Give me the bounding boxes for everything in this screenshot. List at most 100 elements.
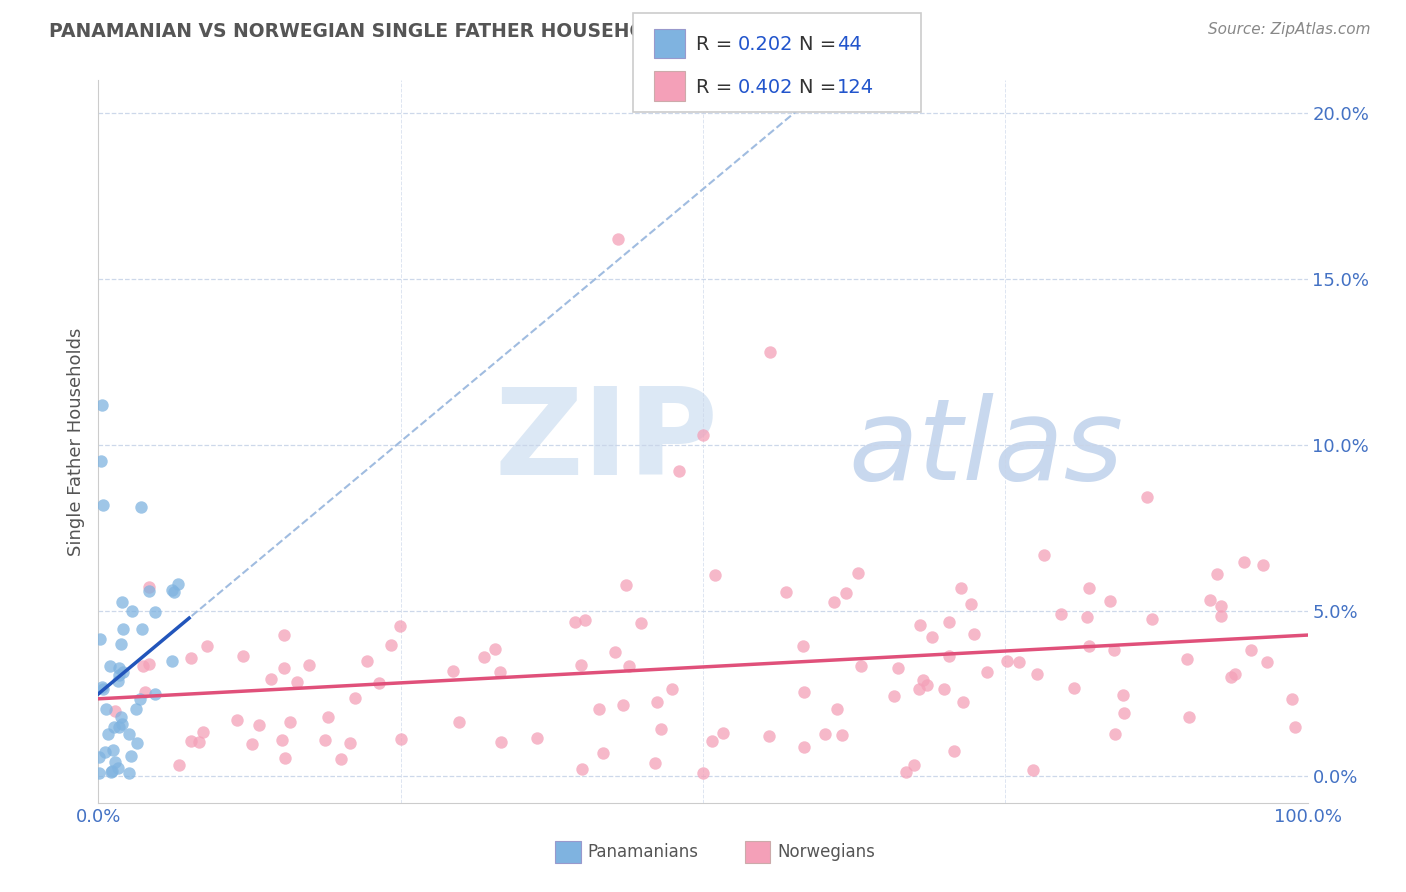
Point xyxy=(107,673,129,688)
Point xyxy=(240,737,263,751)
Text: Source: ZipAtlas.com: Source: ZipAtlas.com xyxy=(1208,22,1371,37)
Point xyxy=(160,654,183,668)
Point xyxy=(831,729,853,743)
Point xyxy=(484,642,506,657)
Point xyxy=(1220,670,1243,684)
Point xyxy=(564,615,586,630)
Point xyxy=(285,674,308,689)
Point xyxy=(108,667,131,681)
Text: 0.402: 0.402 xyxy=(738,78,793,97)
Point xyxy=(903,758,925,772)
Point xyxy=(846,566,869,581)
Point xyxy=(388,619,411,633)
Point xyxy=(103,743,125,757)
Point xyxy=(814,727,837,741)
Point xyxy=(823,594,845,608)
Point xyxy=(834,585,856,599)
Point xyxy=(380,638,402,652)
Point xyxy=(1112,688,1135,702)
Point xyxy=(107,762,129,776)
Point xyxy=(995,654,1018,668)
Point xyxy=(1251,558,1274,573)
Point xyxy=(134,685,156,699)
Point xyxy=(90,680,112,694)
Point xyxy=(942,744,965,758)
Point xyxy=(103,720,125,734)
Point xyxy=(1233,555,1256,569)
Point xyxy=(1049,607,1071,622)
Point xyxy=(118,726,141,740)
Text: N =: N = xyxy=(799,78,842,97)
Point xyxy=(167,758,190,772)
Point xyxy=(339,736,361,750)
Point xyxy=(775,585,797,599)
Point xyxy=(125,736,148,750)
Point xyxy=(952,695,974,709)
Point xyxy=(160,582,183,597)
Point xyxy=(703,568,725,582)
Point xyxy=(143,687,166,701)
Point xyxy=(603,645,626,659)
Point xyxy=(87,766,110,780)
Point xyxy=(488,665,510,680)
Point xyxy=(692,766,714,780)
Point xyxy=(963,627,986,641)
Point xyxy=(91,682,114,697)
Point xyxy=(1284,720,1306,734)
Point xyxy=(188,734,211,748)
Point xyxy=(110,710,132,724)
Text: ZIP: ZIP xyxy=(495,383,718,500)
Point xyxy=(526,731,548,745)
Point xyxy=(1199,593,1222,607)
Point xyxy=(976,665,998,679)
Point xyxy=(131,658,153,673)
Point xyxy=(1175,652,1198,666)
Point xyxy=(588,701,610,715)
Point xyxy=(191,725,214,739)
Point xyxy=(389,731,412,746)
Point xyxy=(883,690,905,704)
Point xyxy=(110,637,132,651)
Point xyxy=(1078,581,1101,595)
Point xyxy=(887,661,910,675)
Point xyxy=(1104,727,1126,741)
Point xyxy=(314,732,336,747)
Point xyxy=(138,583,160,598)
Point xyxy=(1112,706,1135,720)
Point xyxy=(138,580,160,594)
Point xyxy=(1026,667,1049,681)
Point xyxy=(1102,643,1125,657)
Point xyxy=(180,734,202,748)
Point xyxy=(1007,655,1029,669)
Point xyxy=(1178,710,1201,724)
Point xyxy=(225,713,247,727)
Point xyxy=(111,622,134,636)
Point xyxy=(574,614,596,628)
Point xyxy=(87,750,110,764)
Point xyxy=(138,657,160,672)
Point xyxy=(1209,608,1232,623)
Point xyxy=(112,665,135,680)
Point xyxy=(1021,763,1043,777)
Point xyxy=(571,762,593,776)
Point xyxy=(491,735,513,749)
Point xyxy=(1076,610,1098,624)
Text: R =: R = xyxy=(696,78,738,97)
Point xyxy=(93,498,115,512)
Point xyxy=(330,752,353,766)
Point xyxy=(97,727,120,741)
Point xyxy=(232,649,254,664)
Text: 124: 124 xyxy=(837,78,873,97)
Y-axis label: Single Father Households: Single Father Households xyxy=(66,327,84,556)
Text: atlas: atlas xyxy=(848,393,1123,504)
Point xyxy=(960,598,983,612)
Point xyxy=(700,734,723,748)
Point xyxy=(645,695,668,709)
Point xyxy=(143,605,166,619)
Point xyxy=(195,639,218,653)
Point xyxy=(1136,490,1159,504)
Point xyxy=(118,765,141,780)
Point xyxy=(592,747,614,761)
Point xyxy=(104,704,127,718)
Text: R =: R = xyxy=(696,35,738,54)
